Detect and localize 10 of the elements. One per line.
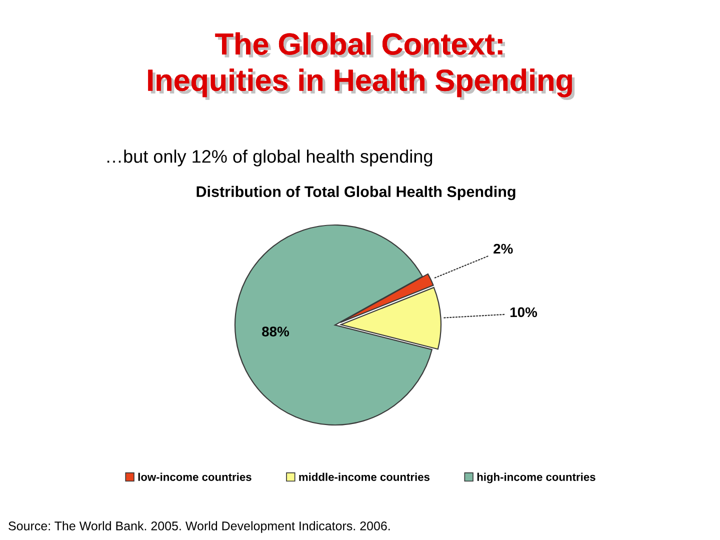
legend-label: low-income countries [138,472,252,481]
data-label: 10% [510,307,538,318]
data-label: 88% [262,326,290,336]
legend-label: high-income countries [477,472,596,484]
text: Distribution of Total Global Health Spending [196,186,516,200]
chart-title: The Global Context: Inequities in Health Spending [148,32,575,100]
source-note: Source: The World Bank. 2005. World Development Indicators. 2006. [8,521,390,533]
chart-subtitle: …but only 12% of global health spending [107,150,432,166]
legend-label: middle-income countries [299,472,430,481]
data-label: 2% [494,244,513,254]
